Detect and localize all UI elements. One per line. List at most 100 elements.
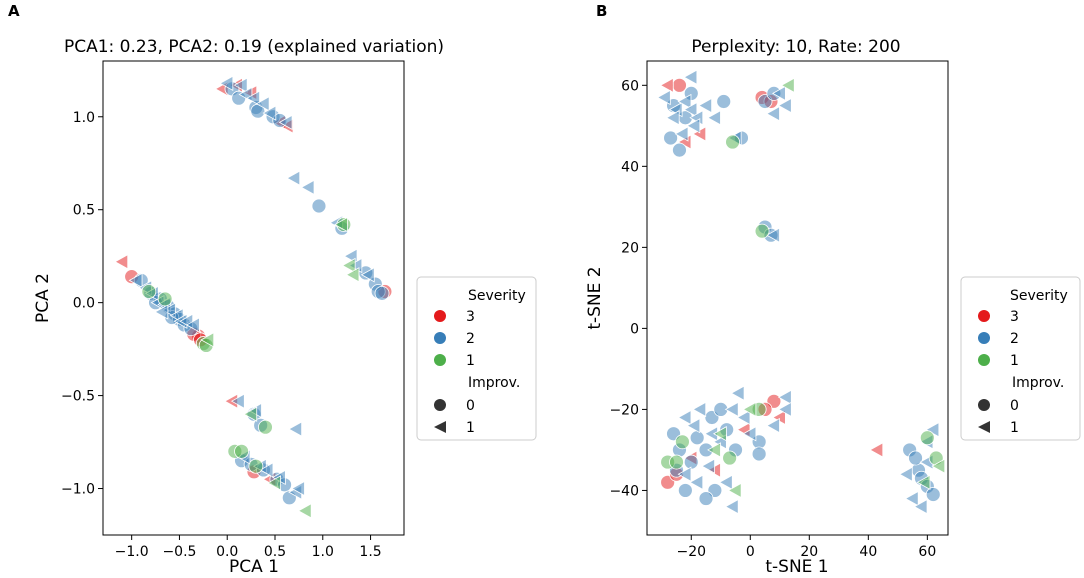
panel-b-point-severity-2-improv-0 xyxy=(677,483,693,498)
panel-b-point-severity-2-improv-1 xyxy=(665,110,680,126)
panel-b-point-severity-2-improv-1 xyxy=(689,474,704,491)
panel-a-point-severity-1-improv-0 xyxy=(248,458,264,474)
panel-a-legend-marker-improv-0 xyxy=(434,399,446,411)
panel-a-point-severity-2-improv-1 xyxy=(255,96,270,112)
panel-a-point-severity-1-improv-1 xyxy=(334,216,348,233)
panel-b-point-severity-2-improv-1 xyxy=(698,97,713,114)
panel-b-xtick-label: 20 xyxy=(800,544,818,560)
panel-a-point-severity-3-improv-1 xyxy=(114,254,129,270)
panel-b-legend-label-improv-0: 0 xyxy=(1010,398,1019,414)
panel-b-xtick-label: 0 xyxy=(746,544,755,560)
panel-b-point-severity-2-improv-1 xyxy=(692,401,707,418)
panel-b-point-severity-2-improv-1 xyxy=(724,401,739,418)
panel-a-point-severity-1-improv-1 xyxy=(200,332,215,348)
panel-a-ylabel: PCA 2 xyxy=(33,273,53,323)
panel-a-point-severity-1-improv-0 xyxy=(234,443,249,459)
panel-b-legend: Severity 3 2 1 Improv. 0 1 xyxy=(960,276,1081,441)
panel-a-legend-label-severity-3: 3 xyxy=(466,309,475,325)
panel-b-plot-frame xyxy=(646,60,949,536)
panel-a-label: A xyxy=(8,2,20,20)
panel-b-point-severity-2-improv-1 xyxy=(701,458,715,474)
panel-b-point-severity-2-improv-1 xyxy=(730,385,745,401)
panel-a-point-severity-1-improv-0 xyxy=(157,291,173,307)
panel-a-point-severity-2-improv-1 xyxy=(286,170,301,186)
panel-b-ytick-label: −20 xyxy=(609,402,639,418)
panel-a-xlabel: PCA 1 xyxy=(229,557,279,577)
panel-b-point-severity-1-improv-1 xyxy=(916,474,931,491)
panel-b-point-severity-1-improv-0 xyxy=(669,454,684,470)
panel-b-point-severity-2-improv-1 xyxy=(766,227,780,243)
panel-a-point-severity-2-improv-1 xyxy=(300,179,315,196)
panel-b-legend-marker-improv-0 xyxy=(978,399,990,411)
panel-a-point-severity-2-improv-1 xyxy=(162,302,176,318)
panel-a-xtick-label: −1.0 xyxy=(115,544,149,560)
panel-a-legend-label-improv-1: 1 xyxy=(466,420,475,436)
panel-b-point-severity-2-improv-0 xyxy=(751,446,767,462)
panel-a-pca: A PCA1: 0.23, PCA2: 0.19 (explained vari… xyxy=(8,2,537,577)
panel-b-point-severity-2-improv-0 xyxy=(716,94,732,109)
panel-a-ytick-label: −1.0 xyxy=(61,482,95,498)
panel-a-xtick-label: 1.5 xyxy=(359,544,381,560)
panel-b-xtick-label: 60 xyxy=(918,544,936,560)
panel-a-legend-marker-severity-1 xyxy=(434,354,446,366)
panel-b-point-severity-3-improv-0 xyxy=(672,77,687,93)
panel-b-ytick-label: 0 xyxy=(630,321,639,337)
panel-b-point-severity-3-improv-1 xyxy=(659,77,674,93)
panel-a-point-severity-2-improv-1 xyxy=(230,393,245,409)
panel-b-point-severity-2-improv-1 xyxy=(677,93,692,110)
panel-b-point-severity-2-improv-1 xyxy=(904,490,919,507)
panel-b-point-severity-2-improv-1 xyxy=(674,126,689,142)
panel-a-ytick-label: −0.5 xyxy=(61,389,95,405)
panel-b-point-severity-2-improv-1 xyxy=(742,426,757,442)
panel-a-point-severity-2-improv-1 xyxy=(278,114,293,131)
panel-a-point-severity-2-improv-1 xyxy=(233,77,248,93)
panel-a-legend-marker-severity-2 xyxy=(434,332,446,344)
panel-a-xtick-label: 1.0 xyxy=(312,544,334,560)
panel-a-legend-label-severity-2: 2 xyxy=(466,331,475,347)
panel-b-point-severity-2-improv-0 xyxy=(689,430,705,446)
panel-b-point-severity-2-improv-0 xyxy=(698,491,714,506)
panel-b-point-severity-2-improv-0 xyxy=(908,450,923,466)
panel-b-ylabel: t-SNE 2 xyxy=(585,266,605,329)
panel-a-point-severity-1-improv-1 xyxy=(341,257,356,274)
panel-b-point-severity-1-improv-1 xyxy=(707,442,721,458)
panel-b-title: Perplexity: 10, Rate: 200 xyxy=(691,37,900,57)
panel-b-xtick-label: −20 xyxy=(676,544,706,560)
panel-b-tsne: B Perplexity: 10, Rate: 200 −20 0 20 40 60−4… xyxy=(585,2,1081,577)
panel-b-point-severity-2-improv-1 xyxy=(707,110,721,126)
panel-a-point-severity-1-improv-1 xyxy=(297,503,312,519)
panel-a-point-severity-2-improv-1 xyxy=(360,267,375,283)
panel-a-legend-style-title: Improv. xyxy=(468,375,520,391)
panel-b-point-severity-2-improv-1 xyxy=(766,417,780,434)
panel-b-point-severity-2-improv-0 xyxy=(672,142,687,158)
panel-a-legend-box xyxy=(416,276,537,441)
panel-a-legend-marker-improv-1 xyxy=(434,421,446,433)
panel-a-point-severity-2-improv-1 xyxy=(291,480,305,497)
panel-b-point-severity-1-improv-1 xyxy=(780,77,795,93)
panel-a-point-severity-2-improv-1 xyxy=(219,75,234,91)
panel-a-legend-marker-severity-3 xyxy=(434,310,446,322)
panel-a-point-severity-2-improv-0 xyxy=(374,285,390,301)
panel-a-point-severity-1-improv-0 xyxy=(141,284,157,299)
panel-a-ytick-label: 0.0 xyxy=(73,296,95,312)
panel-a-point-severity-2-improv-1 xyxy=(128,272,143,289)
panel-a-legend: Severity 3 2 1 Improv. 0 1 xyxy=(416,276,537,441)
panel-b-point-severity-2-improv-1 xyxy=(677,466,692,482)
panel-b-point-severity-2-improv-1 xyxy=(771,85,786,102)
panel-a-point-severity-1-improv-1 xyxy=(243,406,258,422)
panel-a-point-severity-2-improv-1 xyxy=(259,462,274,478)
panel-b-legend-marker-severity-3 xyxy=(978,310,990,322)
panel-b-point-severity-1-improv-1 xyxy=(727,482,742,499)
panel-b-point-severity-2-improv-1 xyxy=(683,69,698,85)
panel-b-ytick-label: 60 xyxy=(621,78,639,94)
panel-a-xtick-label: 0.0 xyxy=(216,544,238,560)
panel-b-xtick-label: 40 xyxy=(859,544,877,560)
panel-a-plot-frame xyxy=(102,60,405,536)
panel-b-legend-label-improv-1: 1 xyxy=(1010,420,1019,436)
panel-b-point-severity-1-improv-1 xyxy=(742,401,757,418)
panel-a-point-severity-2-improv-1 xyxy=(288,421,303,437)
panel-b-point-severity-1-improv-0 xyxy=(919,430,935,446)
panel-b-point-severity-3-improv-1 xyxy=(869,442,884,458)
panel-a-points xyxy=(114,75,393,519)
